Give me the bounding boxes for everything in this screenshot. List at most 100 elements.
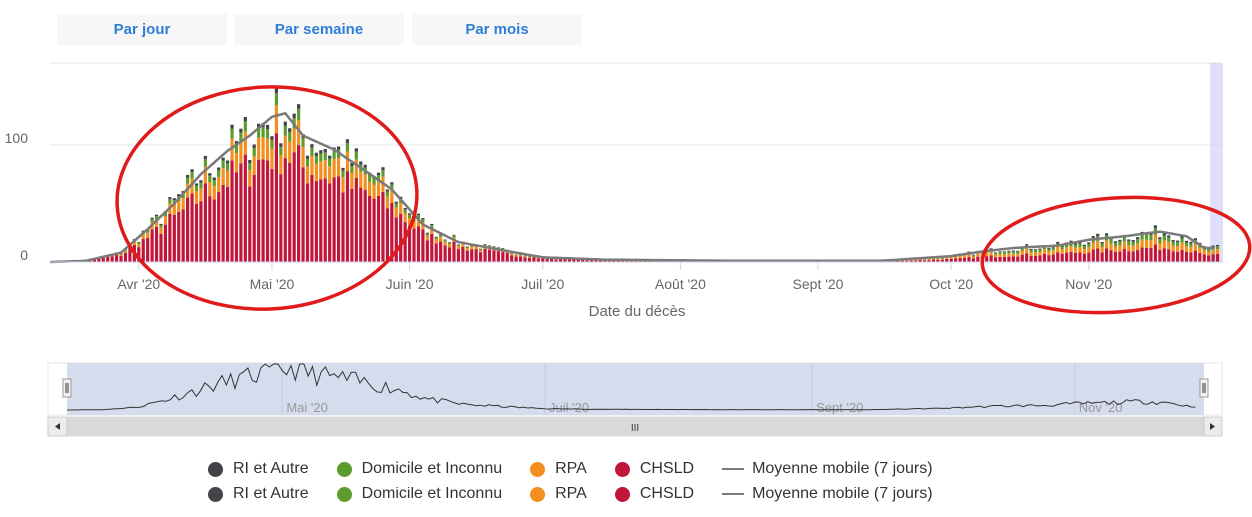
bar-segment-chsld[interactable] <box>550 258 554 262</box>
bar-segment-domicile[interactable] <box>1002 252 1007 255</box>
bar-segment-chsld[interactable] <box>430 233 434 262</box>
bar-segment-rpa[interactable] <box>971 256 975 259</box>
bar-segment-chsld[interactable] <box>927 260 931 262</box>
bar-segment-chsld[interactable] <box>199 201 203 262</box>
bar-segment-domicile[interactable] <box>1127 241 1131 246</box>
bar-segment-domicile[interactable] <box>217 170 221 177</box>
bar-segment-domicile[interactable] <box>301 137 305 147</box>
bar-segment-chsld[interactable] <box>114 254 119 262</box>
bar-segment-chsld[interactable] <box>914 260 918 262</box>
bar-segment-rpa[interactable] <box>172 204 176 215</box>
bar-segment-domicile[interactable] <box>345 142 350 152</box>
bar-segment-ri[interactable] <box>1136 237 1140 240</box>
bar-segment-ri[interactable] <box>119 253 123 255</box>
scrollbar-thumb[interactable] <box>67 417 1204 436</box>
bar-segment-domicile[interactable] <box>1176 242 1180 246</box>
bar-segment-rpa[interactable] <box>1002 254 1007 257</box>
bar-segment-rpa[interactable] <box>394 207 398 218</box>
bar-segment-ri[interactable] <box>350 163 354 167</box>
bar-segment-domicile[interactable] <box>274 93 279 106</box>
bar-segment-ri[interactable] <box>385 189 389 192</box>
bar-segment-domicile[interactable] <box>501 248 505 250</box>
bar-segment-domicile[interactable] <box>456 245 461 247</box>
bar-segment-rpa[interactable] <box>225 170 230 187</box>
bar-segment-rpa[interactable] <box>341 177 345 193</box>
bar-segment-domicile[interactable] <box>1136 239 1140 244</box>
bar-segment-domicile[interactable] <box>1020 247 1024 251</box>
bar-segment-rpa[interactable] <box>181 198 185 210</box>
bar-segment-rpa[interactable] <box>931 258 936 260</box>
bar-segment-rpa[interactable] <box>985 252 989 257</box>
bar-segment-domicile[interactable] <box>483 244 487 246</box>
bar-segment-chsld[interactable] <box>212 199 216 262</box>
bar-segment-chsld[interactable] <box>518 256 523 262</box>
bar-segment-chsld[interactable] <box>230 160 234 262</box>
bar-segment-rpa[interactable] <box>1109 243 1113 251</box>
bar-segment-chsld[interactable] <box>194 203 199 262</box>
bar-segment-rpa[interactable] <box>1180 242 1184 250</box>
bar-segment-chsld[interactable] <box>514 256 518 262</box>
bar-segment-ri[interactable] <box>137 241 141 243</box>
bar-segment-ri[interactable] <box>1118 239 1122 242</box>
bar-segment-domicile[interactable] <box>150 219 154 223</box>
bar-segment-rpa[interactable] <box>1140 239 1144 248</box>
bar-segment-domicile[interactable] <box>319 153 323 162</box>
bar-segment-chsld[interactable] <box>1171 251 1175 262</box>
bar-segment-rpa[interactable] <box>1069 246 1073 252</box>
bar-segment-domicile[interactable] <box>443 240 447 242</box>
bar-segment-chsld[interactable] <box>123 252 128 262</box>
bar-segment-chsld[interactable] <box>1127 251 1131 262</box>
bar-segment-rpa[interactable] <box>1193 244 1197 251</box>
bar-segment-rpa[interactable] <box>998 254 1002 257</box>
bar-segment-ri[interactable] <box>523 255 527 257</box>
bar-segment-rpa[interactable] <box>936 258 940 260</box>
bar-segment-domicile[interactable] <box>1140 234 1144 240</box>
bar-segment-rpa[interactable] <box>949 256 953 259</box>
bar-segment-domicile[interactable] <box>288 132 292 142</box>
bar-segment-domicile[interactable] <box>181 193 185 199</box>
bar-segment-ri[interactable] <box>492 246 496 247</box>
bar-segment-chsld[interactable] <box>541 258 545 262</box>
bar-segment-chsld[interactable] <box>1113 252 1118 262</box>
bar-segment-chsld[interactable] <box>581 259 585 262</box>
bar-segment-chsld[interactable] <box>425 240 429 262</box>
bar-segment-rpa[interactable] <box>234 153 239 173</box>
bar-segment-rpa[interactable] <box>1144 239 1149 248</box>
bar-segment-ri[interactable] <box>359 161 363 165</box>
bar-segment-ri[interactable] <box>345 139 350 143</box>
bar-segment-rpa[interactable] <box>310 155 314 175</box>
bar-segment-rpa[interactable] <box>958 255 962 258</box>
bar-segment-rpa[interactable] <box>914 259 918 261</box>
bar-segment-rpa[interactable] <box>1153 234 1158 245</box>
bar-segment-chsld[interactable] <box>1056 252 1060 262</box>
bar-segment-chsld[interactable] <box>896 260 900 262</box>
bar-segment-domicile[interactable] <box>199 182 203 189</box>
bar-segment-chsld[interactable] <box>159 233 163 262</box>
bar-segment-domicile[interactable] <box>394 203 398 208</box>
legend-item-rpa[interactable]: RPA <box>530 460 587 478</box>
bar-segment-ri[interactable] <box>1162 233 1166 236</box>
bar-segment-ri[interactable] <box>1038 248 1042 250</box>
bar-segment-chsld[interactable] <box>936 259 940 262</box>
bar-segment-rpa[interactable] <box>407 218 412 226</box>
bar-segment-domicile[interactable] <box>1087 243 1091 248</box>
bar-segment-chsld[interactable] <box>319 179 323 262</box>
bar-segment-ri[interactable] <box>483 244 487 245</box>
bar-segment-ri[interactable] <box>1002 251 1007 253</box>
bar-segment-chsld[interactable] <box>257 159 261 262</box>
bar-segment-chsld[interactable] <box>288 163 292 262</box>
bar-segment-rpa[interactable] <box>967 254 971 258</box>
bar-segment-rpa[interactable] <box>328 166 332 184</box>
bar-segment-chsld[interactable] <box>585 260 589 262</box>
bar-segment-rpa[interactable] <box>412 221 416 229</box>
bar-segment-domicile[interactable] <box>1033 250 1038 253</box>
bar-segment-domicile[interactable] <box>971 255 975 257</box>
bar-segment-chsld[interactable] <box>962 257 967 262</box>
bar-segment-chsld[interactable] <box>341 192 345 262</box>
bar-segment-chsld[interactable] <box>523 257 527 262</box>
bar-segment-ri[interactable] <box>456 244 461 246</box>
bar-segment-rpa[interactable] <box>301 146 305 168</box>
navigator-handle-right[interactable] <box>1199 378 1209 398</box>
bar-segment-ri[interactable] <box>1091 236 1095 239</box>
bar-segment-chsld[interactable] <box>563 259 567 262</box>
